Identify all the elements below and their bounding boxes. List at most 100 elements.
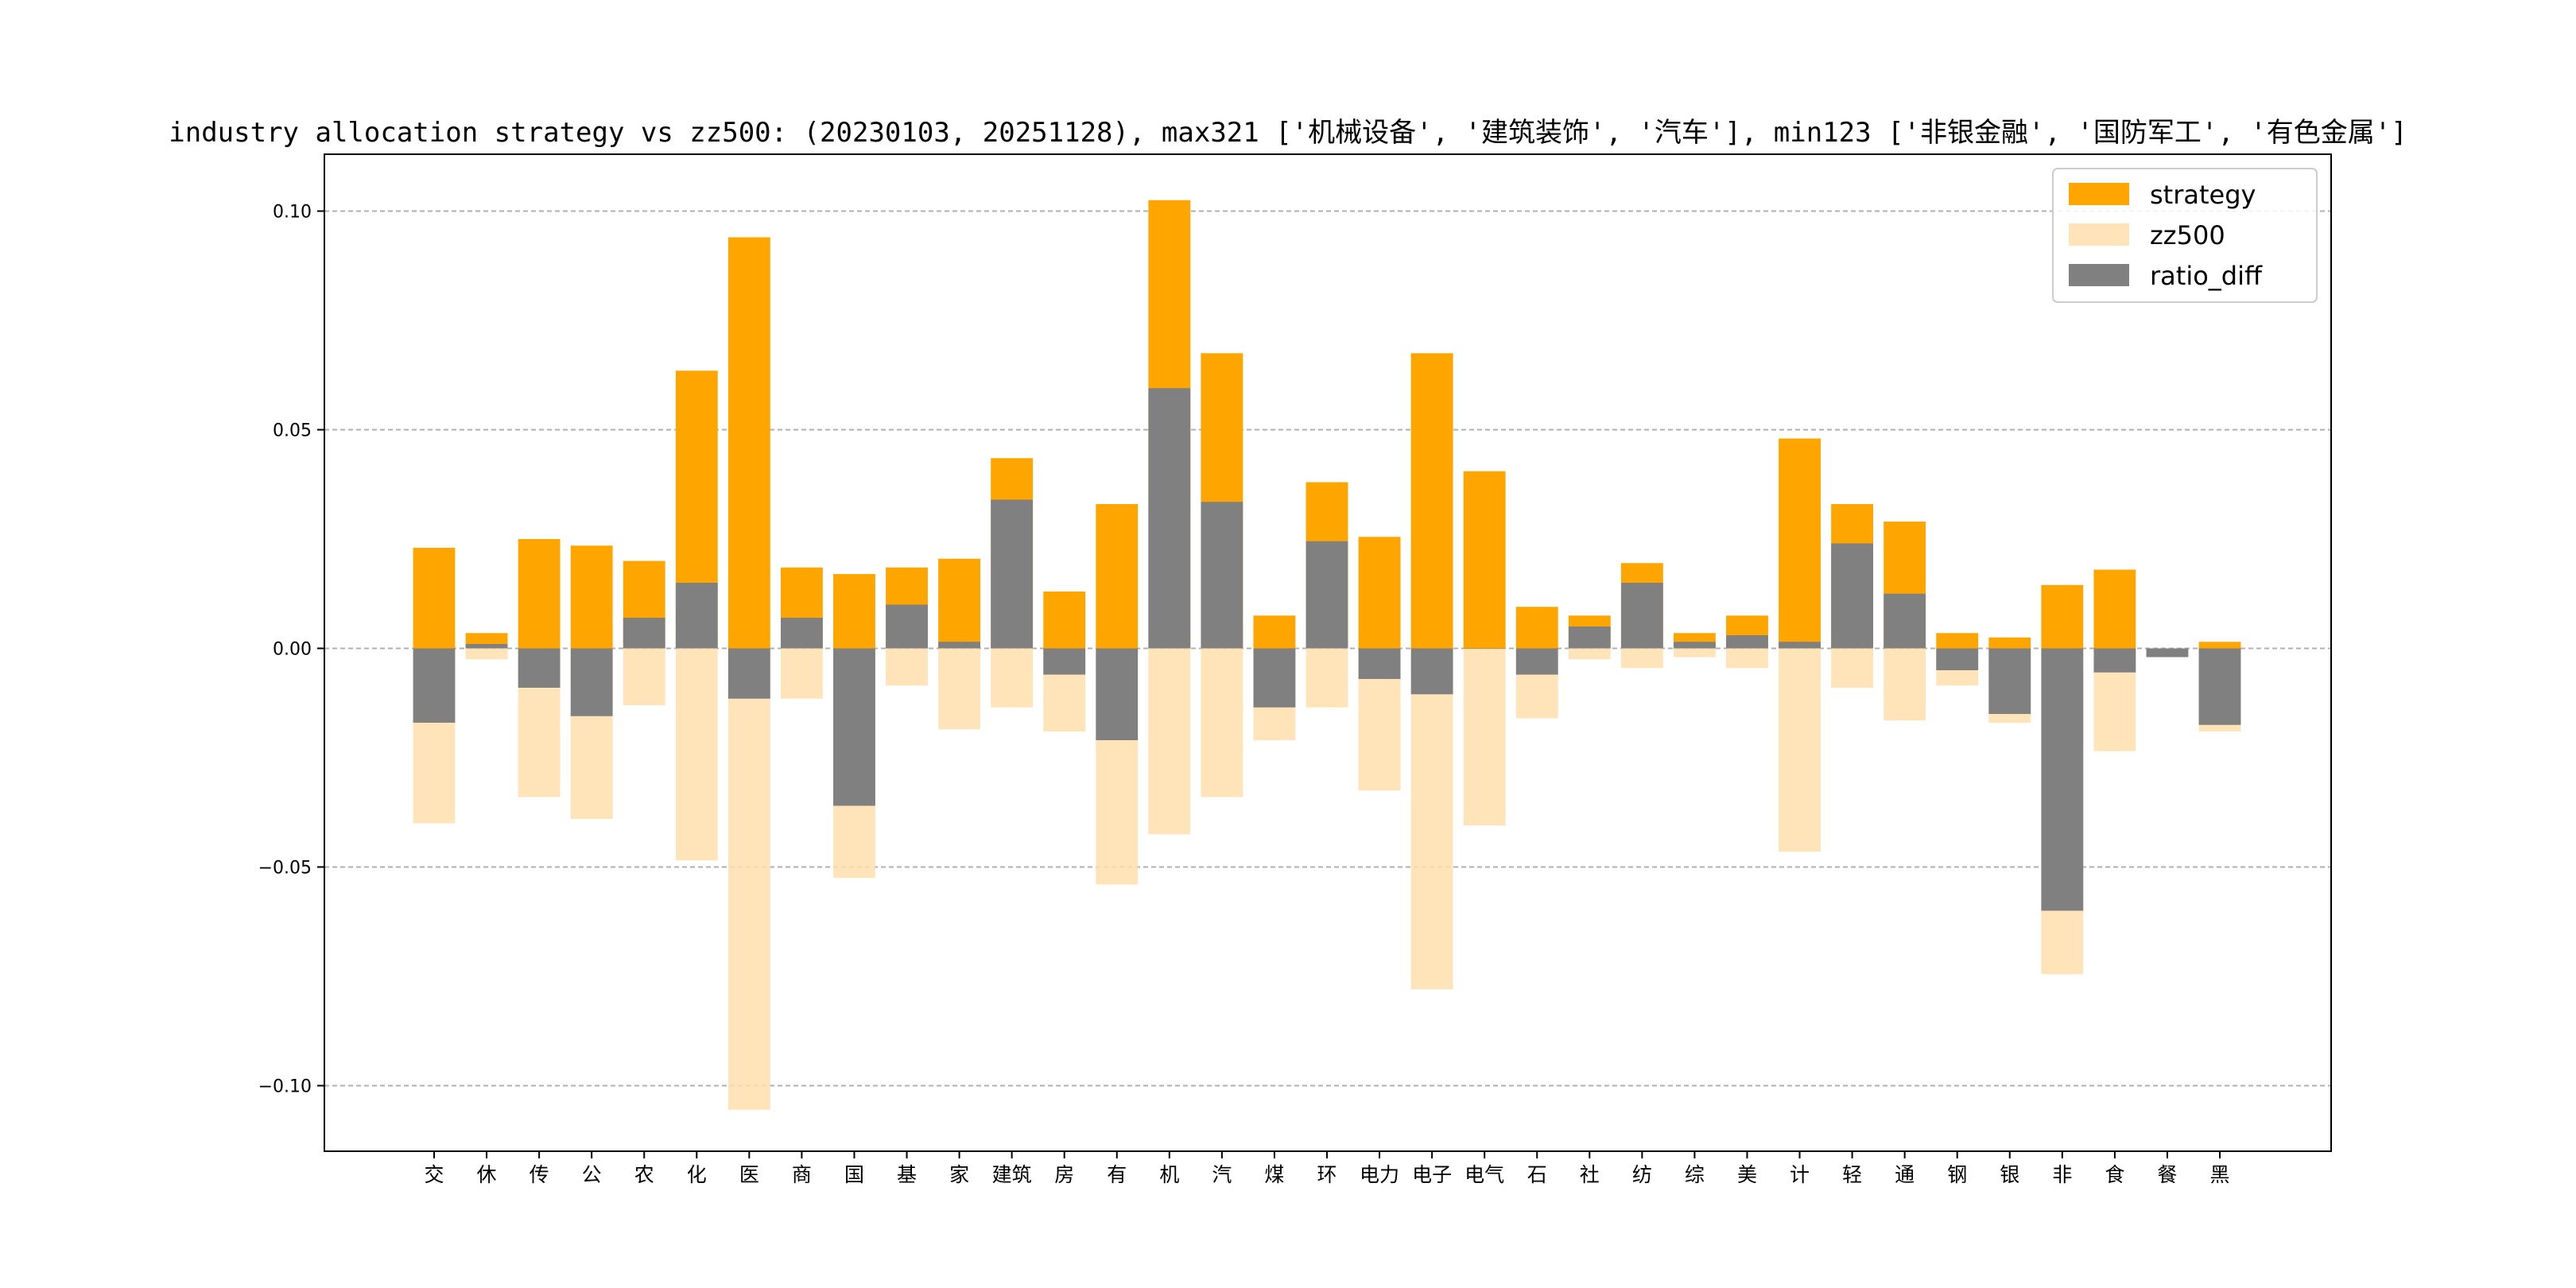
bar-zz500 — [1148, 648, 1191, 835]
bar-strategy — [518, 539, 561, 649]
x-tick-label: 有 — [1107, 1163, 1127, 1186]
bar-strategy — [2093, 569, 2136, 649]
x-tick-label: 交 — [424, 1163, 444, 1186]
bar-ratio_diff — [2198, 648, 2241, 725]
bar-zz500 — [1305, 648, 1348, 708]
y-tick-label: 0.10 — [273, 203, 312, 223]
bar-strategy — [1515, 607, 1558, 649]
x-tick-label: 黑 — [2209, 1163, 2229, 1186]
x-tick-label: 基 — [897, 1163, 917, 1186]
bar-zz500 — [780, 648, 823, 699]
bar-zz500 — [991, 648, 1034, 708]
x-tick-label: 计 — [1790, 1163, 1810, 1186]
y-tick-label: −0.05 — [258, 859, 312, 879]
bar-zz500 — [1779, 648, 1821, 852]
bar-ratio_diff — [727, 648, 770, 699]
x-tick-label: 公 — [582, 1163, 602, 1186]
x-tick-label: 煤 — [1264, 1163, 1284, 1186]
bar-ratio_diff — [1410, 648, 1453, 695]
x-tick-label: 食 — [2105, 1163, 2124, 1186]
x-tick-label: 纺 — [1632, 1163, 1652, 1186]
x-tick-label: 电气 — [1465, 1163, 1504, 1186]
bars — [413, 200, 2241, 1110]
bar-ratio_diff — [1358, 648, 1401, 679]
x-axis-ticks: 交 休 传 公 农 化 医 商 国 基 家建筑房 有 机 汽 煤 环 电力 电子 电气石 社 纺 综 美 计 轻 通 钢 银 非 食 餐 黑 — [424, 1151, 2230, 1186]
plot-frame — [324, 153, 2332, 1152]
bar-strategy — [1463, 471, 1506, 649]
bar-zz500 — [465, 648, 508, 660]
x-tick-label: 美 — [1737, 1163, 1757, 1186]
bar-strategy — [1936, 633, 1979, 649]
bar-zz500 — [938, 648, 981, 730]
bar-strategy — [1043, 592, 1086, 649]
bar-ratio_diff — [465, 644, 508, 649]
bar-ratio_diff — [780, 618, 823, 649]
x-tick-label: 汽 — [1212, 1163, 1232, 1186]
bar-strategy — [833, 574, 875, 649]
bar-ratio_diff — [1620, 583, 1663, 649]
bar-ratio_diff — [1148, 388, 1191, 649]
x-tick-label: 石 — [1527, 1163, 1547, 1186]
x-tick-label: 医 — [739, 1163, 759, 1186]
y-tick-label: 0.00 — [273, 640, 312, 660]
bar-ratio_diff — [1201, 502, 1243, 649]
legend: strategy zz500 ratio_diff — [2052, 168, 2318, 303]
x-tick-label: 商 — [792, 1163, 812, 1186]
bar-ratio_diff — [1463, 648, 1506, 649]
chart-title: industry allocation strategy vs zz500: (… — [169, 117, 2407, 149]
bar-strategy — [2198, 642, 2241, 649]
bar-zz500 — [1673, 648, 1716, 658]
x-tick-label: 通 — [1895, 1163, 1915, 1186]
y-axis-ticks: 0.10 0.05 0.00 −0.05 −0.10 — [258, 203, 324, 1097]
legend-label-strategy: strategy — [2150, 180, 2256, 210]
bar-zz500 — [1463, 648, 1506, 826]
bar-strategy — [1096, 504, 1139, 649]
bar-zz500 — [727, 648, 770, 1110]
bar-ratio_diff — [1988, 648, 2031, 714]
y-tick-label: 0.05 — [273, 421, 312, 441]
legend-swatch-zz500 — [2069, 223, 2129, 246]
bar-ratio_diff — [1096, 648, 1139, 740]
x-tick-label: 轻 — [1842, 1163, 1862, 1186]
bar-ratio_diff — [1779, 642, 1821, 649]
x-tick-label: 银 — [2000, 1163, 2019, 1186]
bar-strategy — [1410, 353, 1453, 649]
legend-swatch-strategy — [2069, 183, 2129, 205]
bar-zz500 — [1620, 648, 1663, 669]
bar-zz500 — [1568, 648, 1611, 660]
bar-ratio_diff — [518, 648, 561, 688]
x-tick-label: 化 — [687, 1163, 707, 1186]
bar-ratio_diff — [570, 648, 613, 716]
bar-zz500 — [623, 648, 665, 705]
bar-strategy — [727, 237, 770, 649]
bar-zz500 — [1831, 648, 1874, 688]
bar-ratio_diff — [1568, 627, 1611, 649]
x-tick-label: 机 — [1159, 1163, 1179, 1186]
bar-zz500 — [1726, 648, 1768, 669]
bar-strategy — [413, 548, 456, 649]
bar-zz500 — [1884, 648, 1926, 721]
x-tick-label: 电力 — [1360, 1163, 1399, 1186]
bar-strategy — [2041, 584, 2084, 649]
x-tick-label: 休 — [477, 1163, 497, 1186]
bar-strategy — [938, 558, 981, 649]
bar-ratio_diff — [1831, 543, 1874, 649]
bar-ratio_diff — [2041, 648, 2084, 911]
bar-ratio_diff — [1305, 541, 1348, 649]
x-tick-label: 国 — [844, 1163, 864, 1186]
bar-strategy — [570, 545, 613, 649]
bar-ratio_diff — [991, 499, 1034, 649]
series-ratio_diff — [413, 388, 2241, 911]
bar-ratio_diff — [2146, 648, 2189, 658]
x-tick-label: 综 — [1685, 1163, 1705, 1186]
bar-ratio_diff — [886, 604, 928, 649]
x-tick-label: 钢 — [1947, 1163, 1967, 1186]
bar-zz500 — [1201, 648, 1243, 797]
legend-swatch-ratio_diff — [2069, 264, 2129, 286]
bar-strategy — [1988, 637, 2031, 649]
x-tick-label: 家 — [949, 1163, 969, 1186]
bar-ratio_diff — [1253, 648, 1296, 708]
bar-ratio_diff — [1884, 593, 1926, 649]
bar-strategy — [1779, 438, 1821, 649]
